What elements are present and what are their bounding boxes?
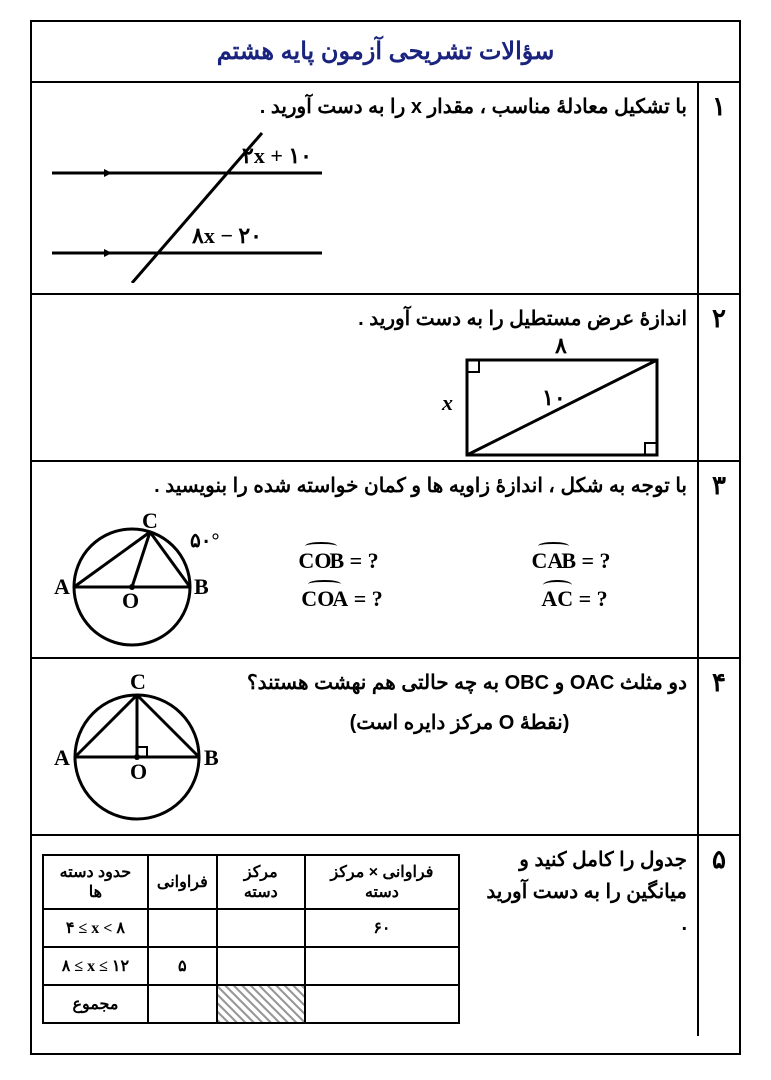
r2c3: ۵ xyxy=(148,947,217,985)
r2c1 xyxy=(305,947,459,985)
r3-sum: مجموع xyxy=(43,985,148,1023)
q4-text-1: دو مثلث OAC و OBC به چه حالتی هم نهشت هس… xyxy=(232,667,687,699)
r1c2 xyxy=(217,909,305,947)
q2-number: ۲ xyxy=(697,295,739,460)
q5-number: ۵ xyxy=(697,836,739,1036)
worksheet-page: سؤالات تشریحی آزمون پایه هشتم ۱ با تشکیل… xyxy=(0,0,771,1080)
question-3: ۳ با توجه به شکل ، اندازهٔ زاویه ها و کم… xyxy=(32,462,739,659)
q4-text-2: (نقطهٔ O مرکز دایره است) xyxy=(232,707,687,739)
question-2: ۲ اندازهٔ عرض مستطیل را به دست آورید . ۸… xyxy=(32,295,739,462)
q4-number: ۴ xyxy=(697,659,739,834)
q1-top-angle-label: ۲x + ۱۰ xyxy=(242,143,312,169)
worksheet-title: سؤالات تشریحی آزمون پایه هشتم xyxy=(32,22,739,83)
q3-eq-ac: AC = ? xyxy=(541,586,607,612)
q2-top-label: ۸ xyxy=(555,333,567,359)
th-freq-times-mid: فراوانی × مرکز دسته xyxy=(305,855,459,909)
r1c1: ۶۰ xyxy=(305,909,459,947)
th-freq: فراوانی xyxy=(148,855,217,909)
q3-eq-cab: CAB = ? xyxy=(532,548,611,574)
th-bounds: حدود دسته ها xyxy=(43,855,148,909)
q5-text-1: جدول را کامل کنید و xyxy=(480,844,687,876)
q3-number: ۳ xyxy=(697,462,739,657)
question-5: ۵ جدول را کامل کنید و میانگین را به دست … xyxy=(32,836,739,1036)
q2-diag-label: ۱۰ xyxy=(542,385,566,411)
q3-text: با توجه به شکل ، اندازهٔ زاویه ها و کمان… xyxy=(42,470,687,502)
r1c3 xyxy=(148,909,217,947)
q2-side-label: x xyxy=(442,390,453,416)
q5-text-2: میانگین را به دست آورید . xyxy=(480,876,687,940)
r3c1 xyxy=(305,985,459,1023)
r2c4: ۸ ≤ x ≤ ۱۲ xyxy=(43,947,148,985)
q4-pt-c: C xyxy=(130,669,146,695)
q3-pt-a: A xyxy=(54,574,70,600)
q4-pt-a: A xyxy=(54,745,70,771)
th-mid: مرکز دسته xyxy=(217,855,305,909)
question-4: ۴ دو مثلث OAC و OBC به چه حالتی هم نهشت … xyxy=(32,659,739,836)
frequency-table: فراوانی × مرکز دسته مرکز دسته فراوانی حد… xyxy=(42,854,460,1024)
q3-eq-cob: COB = ? xyxy=(298,548,378,574)
q1-text: با تشکیل معادلهٔ مناسب ، مقدار x را به د… xyxy=(42,91,687,123)
q3-eq-coa: COA = ? xyxy=(301,586,382,612)
r2c2 xyxy=(217,947,305,985)
q3-arc-label: ۵۰° xyxy=(190,528,219,553)
question-1: ۱ با تشکیل معادلهٔ مناسب ، مقدار x را به… xyxy=(32,83,739,295)
q4-pt-o: O xyxy=(130,759,147,785)
q2-text: اندازهٔ عرض مستطیل را به دست آورید . xyxy=(42,303,687,335)
q1-number: ۱ xyxy=(697,83,739,293)
q1-bottom-angle-label: ۸x − ۲۰ xyxy=(192,223,262,249)
r1c4: ۴ ≤ x < ۸ xyxy=(43,909,148,947)
r3c3 xyxy=(148,985,217,1023)
main-border: سؤالات تشریحی آزمون پایه هشتم ۱ با تشکیل… xyxy=(30,20,741,1055)
q3-pt-b: B xyxy=(194,574,209,600)
r3c2-hatched xyxy=(217,985,305,1023)
q3-pt-c: C xyxy=(142,508,158,534)
q4-pt-b: B xyxy=(204,745,219,771)
q3-pt-o: O xyxy=(122,588,139,614)
